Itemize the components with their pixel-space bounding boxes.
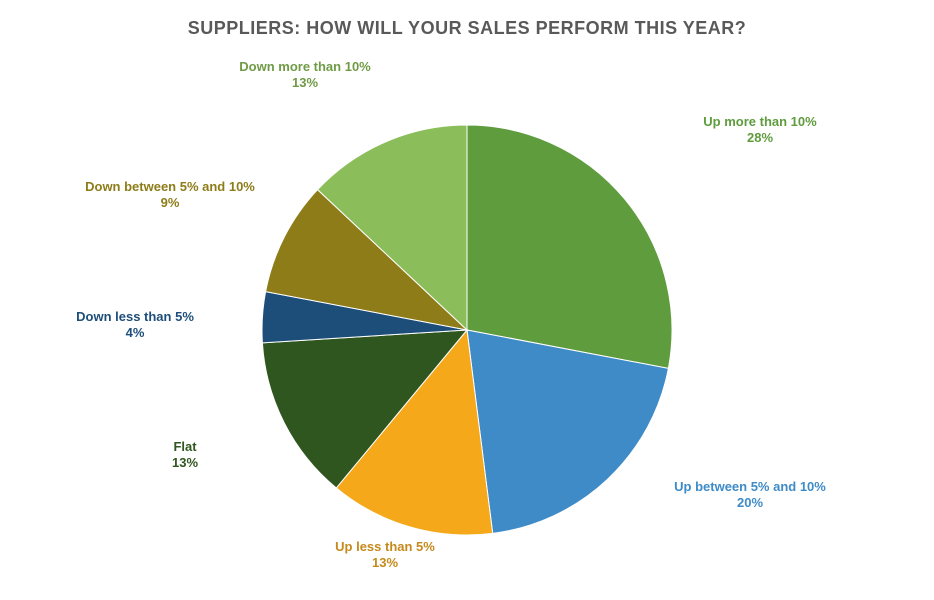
slice-label-percent: 13% — [125, 455, 245, 471]
slice-label-text: Flat — [125, 439, 245, 455]
slice-label-text: Up between 5% and 10% — [660, 479, 840, 495]
slice-label-0: Up more than 10%28% — [680, 114, 840, 147]
slice-label-3: Flat13% — [125, 439, 245, 472]
slice-label-text: Down less than 5% — [55, 309, 215, 325]
slice-label-1: Up between 5% and 10%20% — [660, 479, 840, 512]
slice-label-percent: 9% — [80, 195, 260, 211]
pie-slice-0 — [467, 125, 672, 368]
slice-label-text: Up less than 5% — [305, 539, 465, 555]
slice-label-text: Up more than 10% — [680, 114, 840, 130]
slice-label-2: Up less than 5%13% — [305, 539, 465, 572]
pie-chart-container: SUPPLIERS: HOW WILL YOUR SALES PERFORM T… — [0, 0, 934, 600]
slice-label-percent: 13% — [305, 555, 465, 571]
slice-label-6: Down more than 10%13% — [215, 59, 395, 92]
slice-label-5: Down between 5% and 10%9% — [80, 179, 260, 212]
slice-label-percent: 4% — [55, 325, 215, 341]
slice-label-4: Down less than 5%4% — [55, 309, 215, 342]
slice-label-text: Down between 5% and 10% — [80, 179, 260, 195]
slice-label-text: Down more than 10% — [215, 59, 395, 75]
slice-label-percent: 28% — [680, 130, 840, 146]
slice-label-percent: 20% — [660, 495, 840, 511]
slice-label-percent: 13% — [215, 75, 395, 91]
